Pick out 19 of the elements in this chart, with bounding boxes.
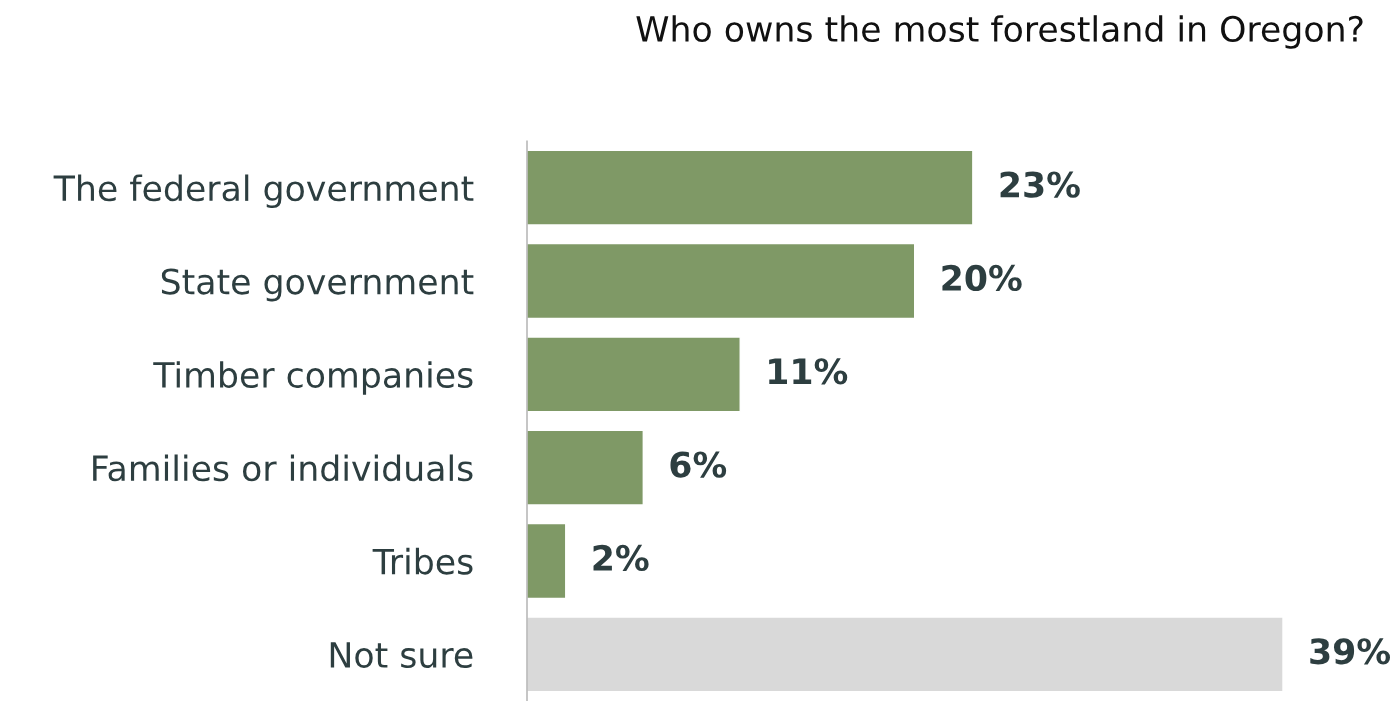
chart-title: Who owns the most forestland in Oregon? xyxy=(636,15,1363,49)
bar xyxy=(527,522,567,600)
data-label: 20% xyxy=(942,264,1022,292)
bar xyxy=(527,429,645,506)
bar xyxy=(527,616,1284,693)
bar xyxy=(527,149,974,226)
data-label: 2% xyxy=(593,544,649,572)
y-tick-label: State government xyxy=(161,268,474,302)
y-tick-label: Timber companies xyxy=(153,361,473,395)
bar xyxy=(527,336,741,413)
y-tick-label: Tribes xyxy=(372,547,473,575)
data-label: 23% xyxy=(1000,171,1080,198)
data-label: 39% xyxy=(1310,638,1391,665)
bar xyxy=(527,242,916,320)
y-tick-label: Not sure xyxy=(330,642,473,669)
y-tick-label: Families or individuals xyxy=(93,454,473,482)
data-label: 6% xyxy=(670,451,727,478)
y-tick-label: The federal government xyxy=(53,174,474,209)
data-label: 11% xyxy=(769,358,848,385)
